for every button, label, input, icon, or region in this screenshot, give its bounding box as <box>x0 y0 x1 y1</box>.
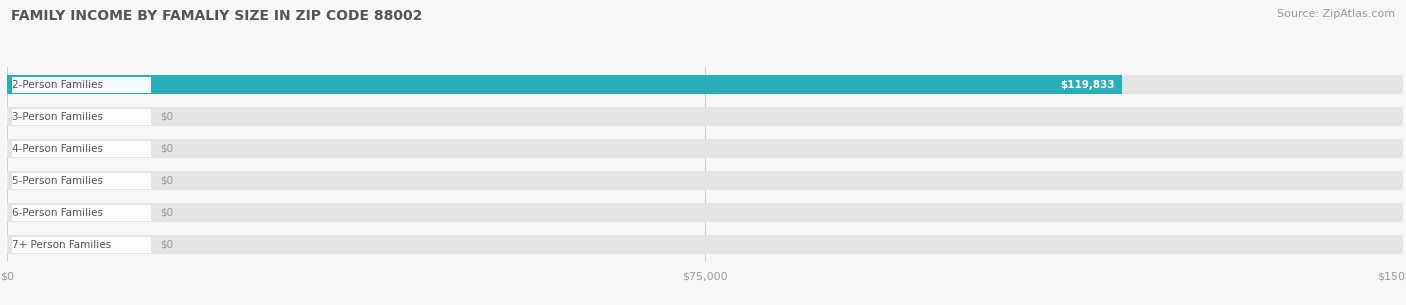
Bar <box>7 139 1403 158</box>
Text: $0: $0 <box>160 144 174 154</box>
Bar <box>7 75 1122 94</box>
Text: 4-Person Families: 4-Person Families <box>11 144 103 154</box>
Bar <box>11 109 152 125</box>
Text: 2-Person Families: 2-Person Families <box>11 80 103 90</box>
Bar <box>11 205 152 221</box>
Text: $0: $0 <box>160 112 174 122</box>
Text: 5-Person Families: 5-Person Families <box>11 176 103 186</box>
Text: $0: $0 <box>160 208 174 218</box>
Bar <box>7 171 1403 190</box>
Bar <box>7 75 1403 94</box>
Text: $119,833: $119,833 <box>1060 80 1115 90</box>
Bar <box>7 203 1403 222</box>
Bar <box>11 237 152 253</box>
Text: Source: ZipAtlas.com: Source: ZipAtlas.com <box>1277 9 1395 19</box>
Bar <box>11 141 152 157</box>
Text: $0: $0 <box>160 176 174 186</box>
Bar <box>11 77 152 93</box>
Text: 3-Person Families: 3-Person Families <box>11 112 103 122</box>
Bar <box>7 107 1403 126</box>
Bar <box>7 235 1403 254</box>
Text: 6-Person Families: 6-Person Families <box>11 208 103 218</box>
Text: $0: $0 <box>160 240 174 250</box>
Bar <box>11 173 152 189</box>
Text: FAMILY INCOME BY FAMALIY SIZE IN ZIP CODE 88002: FAMILY INCOME BY FAMALIY SIZE IN ZIP COD… <box>11 9 423 23</box>
Text: 7+ Person Families: 7+ Person Families <box>11 240 111 250</box>
